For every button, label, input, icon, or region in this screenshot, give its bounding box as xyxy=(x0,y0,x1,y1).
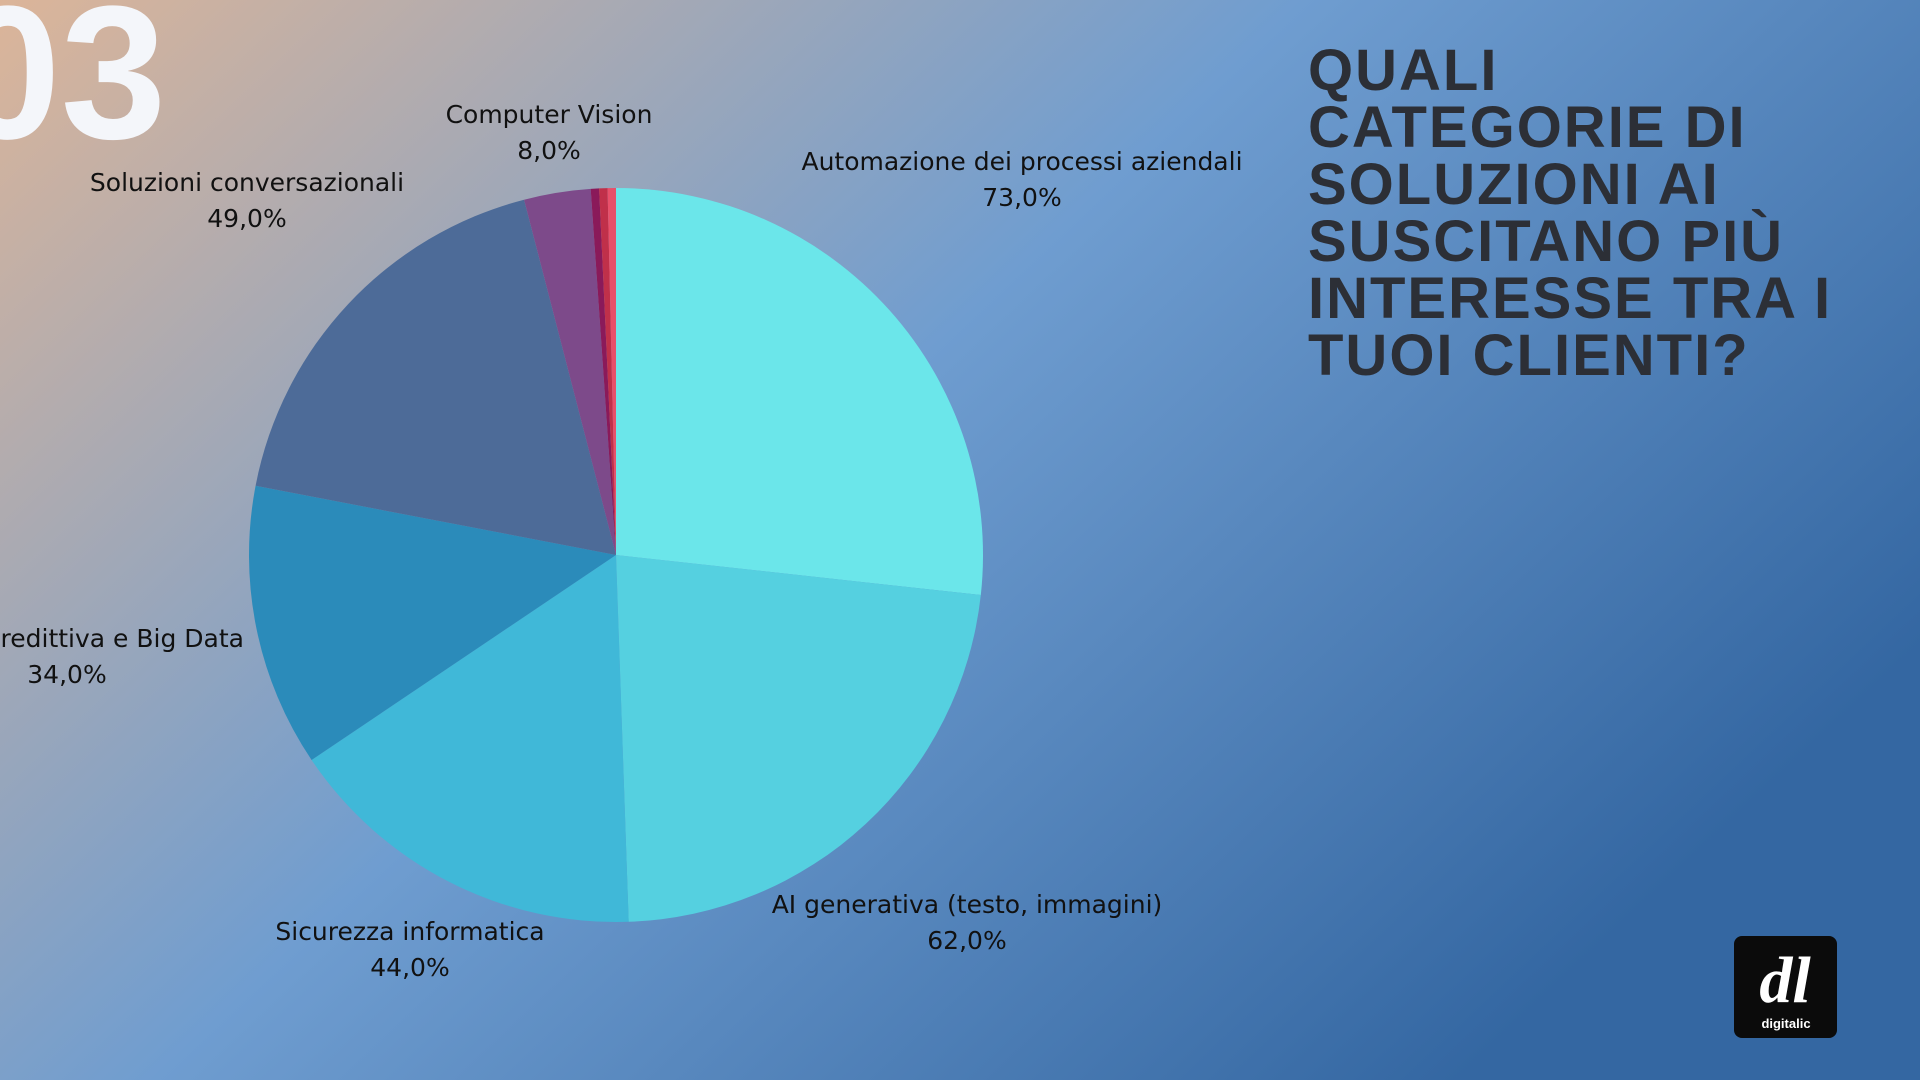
slice-value-label: 73,0% xyxy=(982,183,1061,212)
slice-label: Analisi predittiva e Big Data xyxy=(0,624,244,653)
slice-value-label: 34,0% xyxy=(27,660,106,689)
pie-slice xyxy=(311,555,629,922)
title-line: INTERESSE TRA I xyxy=(1308,266,1832,331)
title-line: CATEGORIE DI xyxy=(1308,95,1747,160)
title-line: TUOI CLIENTI? xyxy=(1308,323,1750,388)
slice-label: Sicurezza informatica xyxy=(275,917,544,946)
pie-slice xyxy=(607,188,616,555)
slice-value-label: 62,0% xyxy=(927,926,1006,955)
pie-slice xyxy=(255,199,616,556)
slide-number: 03 xyxy=(0,0,166,179)
pie-slice xyxy=(616,555,981,922)
logo-text: digitalic xyxy=(1761,1016,1810,1031)
slice-value-label: 8,0% xyxy=(517,136,581,165)
pie-slice xyxy=(524,188,616,556)
pie-slice xyxy=(248,485,616,760)
slice-label: Computer Vision xyxy=(446,100,653,129)
title-line: SUSCITANO PIÙ xyxy=(1308,209,1784,274)
slice-label: Automazione dei processi aziendali xyxy=(801,147,1242,176)
pie-slice xyxy=(616,188,983,596)
pie-slice xyxy=(599,188,616,555)
slice-label: AI generativa (testo, immagini) xyxy=(772,890,1163,919)
slice-value-label: 44,0% xyxy=(370,953,449,982)
pie: Automazione dei processi aziendali 73,0% A… xyxy=(0,100,1243,982)
logo-box xyxy=(1734,936,1837,1038)
slice-value-label: 49,0% xyxy=(207,204,286,233)
logo: dl digitalic xyxy=(1734,936,1837,1038)
slice-label: Soluzioni conversazionali xyxy=(90,168,404,197)
title-line: QUALI xyxy=(1308,38,1498,103)
logo-mark: dl xyxy=(1759,944,1811,1017)
pie-slice xyxy=(590,188,616,555)
title-line: SOLUZIONI AI xyxy=(1308,152,1720,217)
